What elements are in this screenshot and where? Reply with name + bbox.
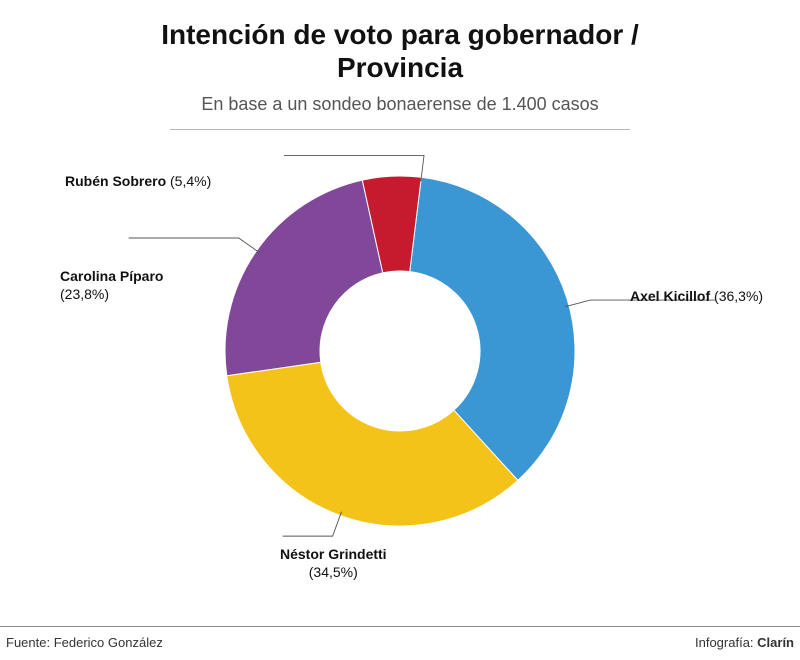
footer: Fuente: Federico González Infografía: Cl… bbox=[0, 626, 800, 650]
callout-kicillof: Axel Kicillof (36,3%) bbox=[630, 288, 763, 306]
leader-piparo bbox=[129, 238, 260, 253]
infografia: Infografía: Clarín bbox=[695, 635, 794, 650]
chart-subtitle: En base a un sondeo bonaerense de 1.400 … bbox=[20, 94, 780, 115]
infographic-container: Intención de voto para gobernador / Prov… bbox=[0, 0, 800, 660]
callout-piparo: Carolina Píparo(23,8%) bbox=[60, 268, 163, 303]
info-value: Clarín bbox=[757, 635, 794, 650]
divider bbox=[170, 129, 630, 130]
source-value: Federico González bbox=[54, 635, 163, 650]
callout-sobrero: Rubén Sobrero (5,4%) bbox=[65, 173, 211, 191]
info-label: Infografía: bbox=[695, 635, 757, 650]
title-line-2: Provincia bbox=[337, 52, 463, 83]
title-line-1: Intención de voto para gobernador / bbox=[161, 19, 639, 50]
callout-grindetti: Néstor Grindetti(34,5%) bbox=[280, 546, 387, 581]
source-label: Fuente: bbox=[6, 635, 54, 650]
source: Fuente: Federico González bbox=[6, 635, 163, 650]
chart-title: Intención de voto para gobernador / Prov… bbox=[60, 18, 740, 84]
donut-chart: Axel Kicillof (36,3%)Néstor Grindetti(34… bbox=[20, 136, 780, 576]
leader-grindetti bbox=[283, 512, 342, 536]
donut-svg bbox=[20, 136, 780, 576]
